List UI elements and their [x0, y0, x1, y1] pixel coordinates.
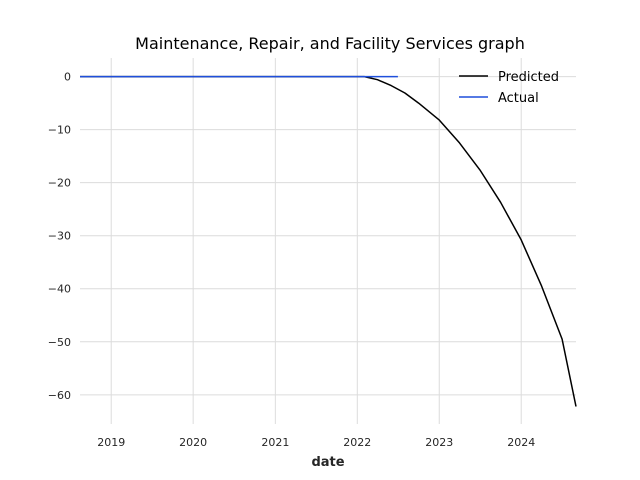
x-tick-label: 2021 — [261, 436, 289, 449]
x-axis: 2019 2020 2021 2022 2023 2024 — [97, 436, 535, 449]
y-tick-label: −40 — [48, 283, 71, 296]
x-tick-label: 2019 — [97, 436, 125, 449]
y-tick-label: 0 — [64, 71, 71, 84]
y-tick-label: −30 — [48, 230, 71, 243]
x-tick-label: 2020 — [179, 436, 207, 449]
y-tick-label: −10 — [48, 124, 71, 137]
y-axis: 0 −10 −20 −30 −40 −50 −60 — [48, 71, 71, 402]
x-tick-label: 2024 — [507, 436, 535, 449]
legend-label-actual: Actual — [498, 91, 539, 106]
chart-title: Maintenance, Repair, and Facility Servic… — [135, 34, 525, 53]
legend: Predicted Actual — [459, 70, 559, 106]
grid — [80, 58, 576, 424]
series-lines — [80, 75, 577, 407]
x-axis-label: date — [311, 455, 344, 470]
series-line-predicted — [80, 75, 577, 407]
y-tick-label: −60 — [48, 389, 71, 402]
x-tick-label: 2023 — [425, 436, 453, 449]
legend-label-predicted: Predicted — [498, 70, 559, 85]
y-tick-label: −20 — [48, 177, 71, 190]
y-tick-label: −50 — [48, 336, 71, 349]
x-tick-label: 2022 — [343, 436, 371, 449]
